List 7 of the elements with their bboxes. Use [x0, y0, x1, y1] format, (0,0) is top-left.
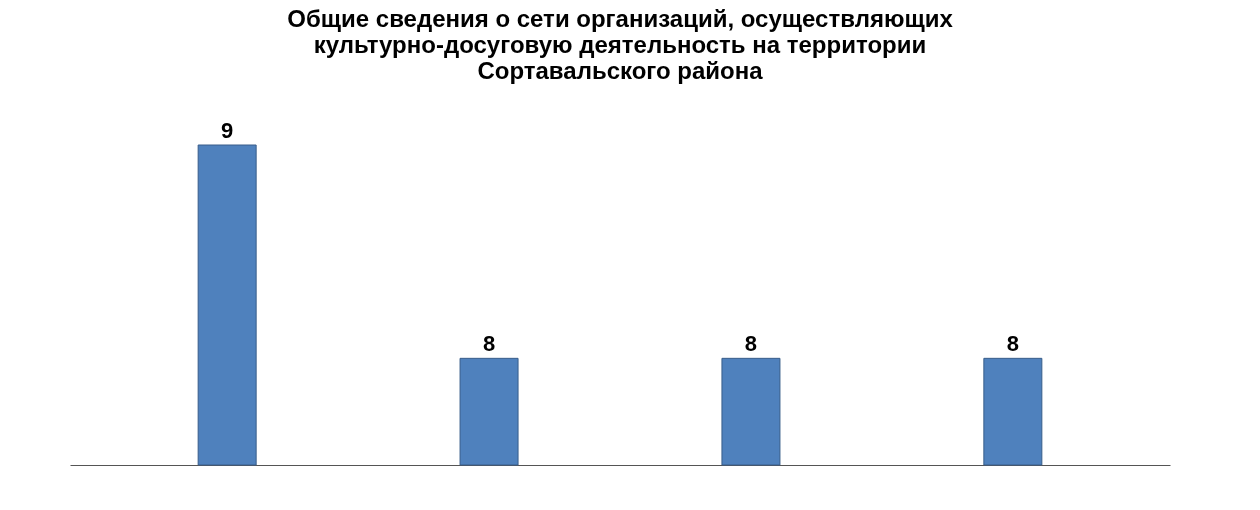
text: Сортавальского района [477, 57, 763, 84]
text: Общие сведения о сети организаций, осуществляющих [287, 5, 953, 32]
data-label: 9 [221, 118, 234, 143]
data-label: 8 [482, 331, 496, 357]
data-label: 8 [744, 331, 758, 357]
text: культурно-досуговую деятельность на территории [313, 31, 927, 58]
data-label: 8 [1006, 331, 1019, 357]
